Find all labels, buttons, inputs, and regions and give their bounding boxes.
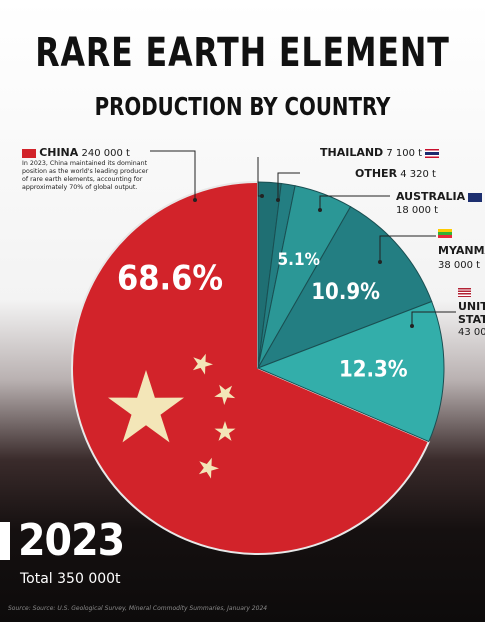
total-label: Total 350 000t — [20, 571, 121, 587]
leader-dot — [193, 198, 197, 202]
pie-slice-myanmar — [256, 205, 433, 369]
star-icon — [214, 421, 236, 441]
us-name-2: STATE — [458, 313, 485, 326]
data-label-china: 68.6% — [117, 259, 223, 299]
other-name: OTHER — [355, 167, 398, 180]
leader-line — [379, 235, 436, 262]
year-label: 2023 — [18, 515, 125, 566]
china-value: 240 000 t — [81, 148, 130, 159]
pie-slice-china — [71, 180, 431, 555]
other-value: 4 320 t — [400, 169, 436, 180]
myanmar-flag-icon — [438, 228, 452, 238]
china-name: CHINA — [39, 146, 79, 159]
australia-flag-icon — [468, 192, 483, 202]
us-value: 43 000 — [458, 327, 485, 338]
myanmar-flag — [438, 228, 452, 239]
china-description: In 2023, China maintained its dominant p… — [22, 160, 149, 191]
data-label-united-states: 12.3% — [339, 357, 408, 382]
leader-dot — [410, 324, 414, 328]
pie-slice-united-states — [256, 300, 445, 443]
myanmar-name: MYANMA — [438, 244, 485, 257]
star-icon — [192, 353, 213, 375]
label-thailand: THAILAND 7 100 t — [320, 146, 440, 159]
year-marker — [0, 522, 10, 560]
leader-line — [411, 311, 456, 326]
us-flag — [458, 287, 471, 298]
star-icon — [198, 457, 219, 479]
label-china: CHINA 240 000 t — [22, 146, 130, 159]
leader-dot — [276, 198, 280, 202]
source-note: Source: Source: U.S. Geological Survey, … — [8, 605, 268, 612]
us-name-1: UNITE — [458, 300, 485, 313]
page-subtitle: PRODUCTION BY COUNTRY — [94, 92, 391, 121]
big-star-icon — [108, 370, 184, 443]
page-title: RARE EARTH ELEMENT — [35, 30, 450, 76]
leader-line — [319, 195, 390, 210]
data-label-myanmar: 10.9% — [311, 280, 380, 305]
label-australia: AUSTRALIA — [396, 190, 483, 203]
china-flag-icon — [22, 148, 36, 158]
label-other: OTHER 4 320 t — [355, 167, 436, 180]
leader-dot — [318, 208, 322, 212]
thailand-value: 7 100 t — [386, 148, 423, 159]
thailand-name: THAILAND — [320, 146, 384, 159]
leader-line — [277, 172, 300, 200]
star-icon — [214, 384, 236, 405]
label-myanmar: MYANMA — [438, 244, 485, 257]
australia-value: 18 000 t — [396, 205, 439, 216]
leader-dot — [260, 194, 264, 198]
us-flag-icon — [458, 287, 471, 297]
thailand-flag-icon — [425, 148, 440, 158]
leader-dot — [378, 260, 382, 264]
label-us-line2: STATE — [458, 313, 485, 326]
label-us-line1: UNITE — [458, 300, 485, 313]
data-label-australia: 5.1% — [278, 250, 320, 270]
leader-line — [150, 150, 196, 200]
australia-name: AUSTRALIA — [396, 190, 466, 203]
myanmar-value: 38 000 t — [438, 260, 481, 271]
